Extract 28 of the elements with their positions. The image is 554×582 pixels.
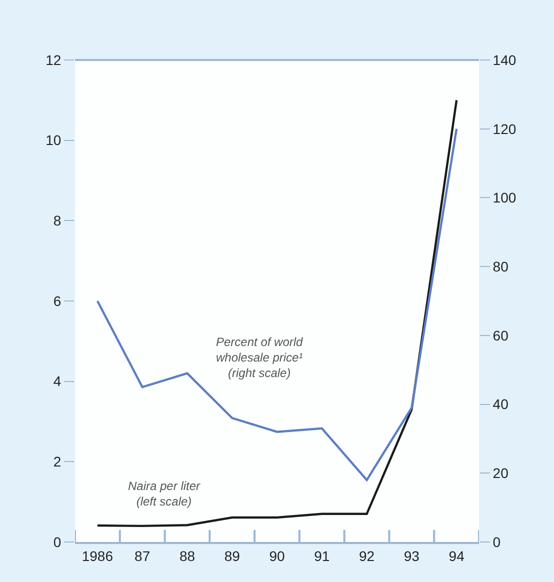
y2-tick-label: 20 <box>492 465 509 482</box>
y2-tick-label: 120 <box>492 120 516 137</box>
y2-tick-label: 140 <box>492 52 516 68</box>
y-tick-label: 10 <box>46 132 62 148</box>
x-tick-label: 93 <box>404 548 420 564</box>
y-tick-label: 8 <box>53 212 62 229</box>
y-tick-label: 6 <box>53 292 62 309</box>
x-tick-label: 90 <box>269 548 285 564</box>
x-tick-label: 92 <box>358 548 375 564</box>
y2-tick-label: 0 <box>492 534 501 550</box>
y-tick-label: 12 <box>46 52 62 68</box>
y2-tick-label: 80 <box>492 258 509 274</box>
y2-tick-label: 100 <box>492 190 516 206</box>
y-tick-label: 2 <box>53 454 62 470</box>
y2-tick-label: 60 <box>492 327 509 344</box>
series-label: Naira per liter (left scale) <box>128 479 202 509</box>
x-tick-label: 88 <box>179 548 196 564</box>
series-label: Percent of world wholesale price¹ (right scale) <box>216 335 304 380</box>
y-tick-label: 0 <box>53 534 62 550</box>
y-tick-label: 4 <box>53 373 62 390</box>
x-tick-label: 91 <box>314 548 330 564</box>
y2-tick-label: 40 <box>492 396 509 412</box>
x-tick-label: 89 <box>224 548 240 564</box>
x-tick-label: 94 <box>448 548 465 564</box>
line-series <box>96 128 458 482</box>
x-tick-label: 1986 <box>82 548 114 564</box>
line-series <box>96 99 458 528</box>
x-tick-label: 87 <box>134 548 150 564</box>
